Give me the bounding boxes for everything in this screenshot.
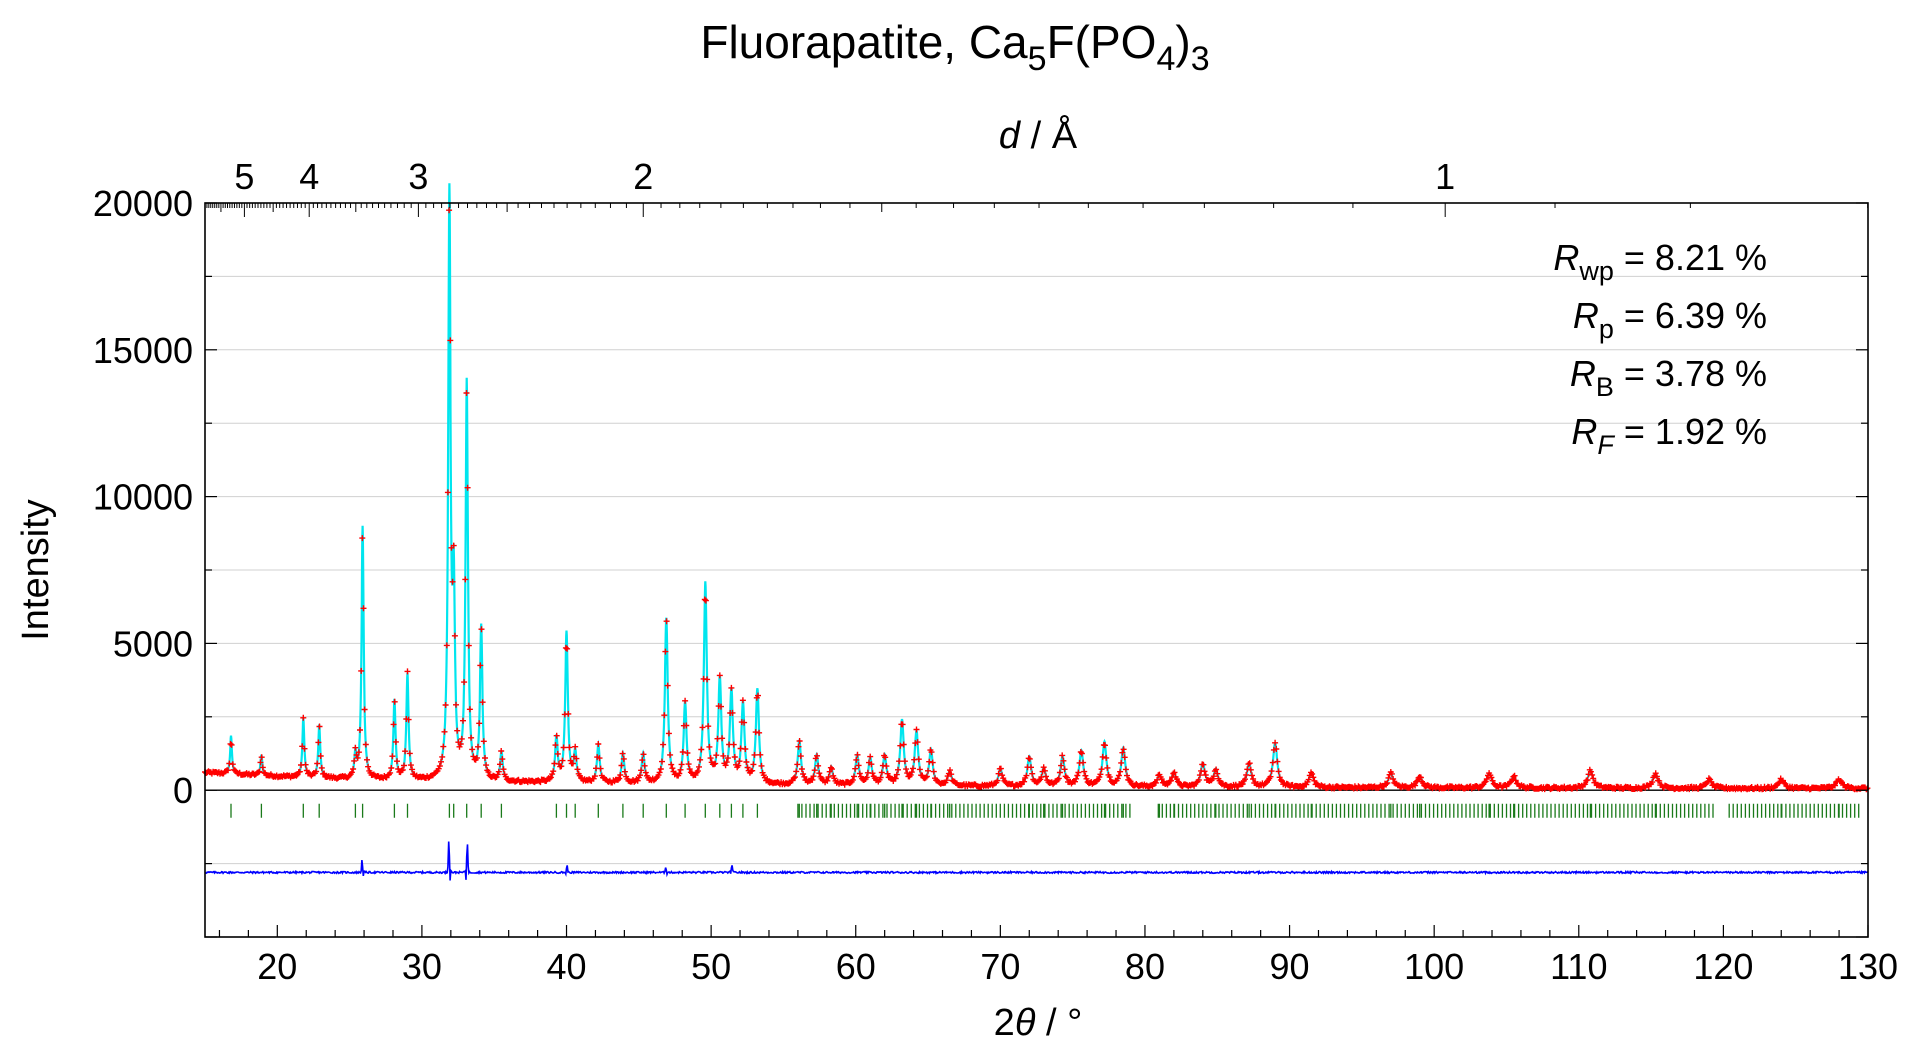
top-d-tick-label: 5 bbox=[234, 156, 254, 197]
stat-rp: Rp = 6.39 % bbox=[1573, 295, 1767, 344]
top-axis-label: d / Å bbox=[999, 113, 1078, 157]
stat-rwp: Rwp = 8.21 % bbox=[1553, 237, 1767, 286]
x-axis-label: 2θ / ° bbox=[994, 1002, 1083, 1044]
x-tick-label: 80 bbox=[1125, 946, 1165, 987]
top-d-tick-label: 1 bbox=[1435, 156, 1455, 197]
y-tick-label: 20000 bbox=[93, 183, 193, 224]
x-tick-label: 60 bbox=[836, 946, 876, 987]
top-d-tick-label: 3 bbox=[408, 156, 428, 197]
axes-group: 20 30 40 50 60 70 80 90 100 110 120 130050001000015… bbox=[93, 156, 1898, 987]
top-d-tick-label: 4 bbox=[299, 156, 319, 197]
plot-frame bbox=[204, 202, 1869, 938]
difference-curve bbox=[204, 841, 1869, 881]
x-tick-label: 110 bbox=[1550, 946, 1607, 987]
x-tick-label: 130 bbox=[1838, 946, 1898, 987]
y-tick-label: 0 bbox=[173, 770, 193, 811]
stat-rf: RF = 1.92 % bbox=[1571, 411, 1767, 460]
x-tick-label: 40 bbox=[546, 946, 586, 987]
y-tick-label: 15000 bbox=[93, 330, 193, 371]
x-tick-label: 70 bbox=[980, 946, 1020, 987]
x-tick-label: 20 bbox=[257, 946, 297, 987]
top-d-tick-label: 2 bbox=[633, 156, 653, 197]
x-tick-label: 50 bbox=[691, 946, 731, 987]
bragg-reflection-markers bbox=[230, 803, 1860, 818]
y-tick-label: 5000 bbox=[113, 623, 193, 664]
y-tick-label: 10000 bbox=[93, 477, 193, 518]
x-tick-label: 120 bbox=[1693, 946, 1753, 987]
x-tick-label: 100 bbox=[1404, 946, 1464, 987]
chart-title: Fluorapatite, Ca5F(PO4)3 bbox=[700, 16, 1209, 78]
x-tick-label: 30 bbox=[402, 946, 442, 987]
difference-series-group bbox=[204, 841, 1869, 881]
reflection-markers-group bbox=[230, 803, 1860, 818]
y-axis-label: Intensity bbox=[15, 499, 57, 641]
fit-statistics: Rwp = 8.21 % Rp = 6.39 % RB = 3.78 % RF … bbox=[1553, 237, 1767, 460]
stat-rb: RB = 3.78 % bbox=[1570, 353, 1767, 402]
x-tick-label: 90 bbox=[1270, 946, 1310, 987]
